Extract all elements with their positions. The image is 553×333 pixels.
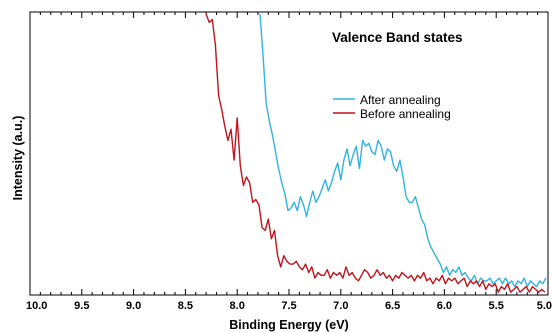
- x-tick-label: 8.5: [178, 300, 193, 312]
- x-axis-ticks: 10.0 9.5 9.0 8.5 8.0 7.5 7.0 6.5 6.0 5.5 5.0: [26, 12, 552, 312]
- legend: After annealing Before annealing: [333, 93, 451, 121]
- x-tick-label: 6.0: [437, 300, 452, 312]
- x-tick-label: 9.5: [74, 300, 89, 312]
- series-line-after-annealing: [259, 13, 547, 288]
- series-line-before-annealing: [205, 13, 546, 293]
- chart-title: Valence Band states: [332, 30, 463, 45]
- x-tick-label: 6.5: [385, 300, 400, 312]
- x-axis-label: Binding Energy (eV): [229, 318, 348, 332]
- plot-border: [29, 11, 549, 296]
- x-tick-label: 10.0: [26, 300, 47, 312]
- plot-frame: [29, 11, 549, 296]
- y-axis-label: Intensity (a.u.): [11, 116, 25, 201]
- x-tick-label: 7.0: [333, 300, 348, 312]
- x-tick-label: 8.0: [230, 300, 245, 312]
- x-tick-label: 5.0: [537, 300, 552, 312]
- series-layer: [205, 13, 547, 293]
- x-tick-label: 5.5: [489, 300, 504, 312]
- x-tick-label: 9.0: [126, 300, 141, 312]
- legend-label-after-annealing: After annealing: [360, 93, 441, 107]
- legend-label-before-annealing: Before annealing: [360, 107, 451, 121]
- x-tick-label: 7.5: [281, 300, 296, 312]
